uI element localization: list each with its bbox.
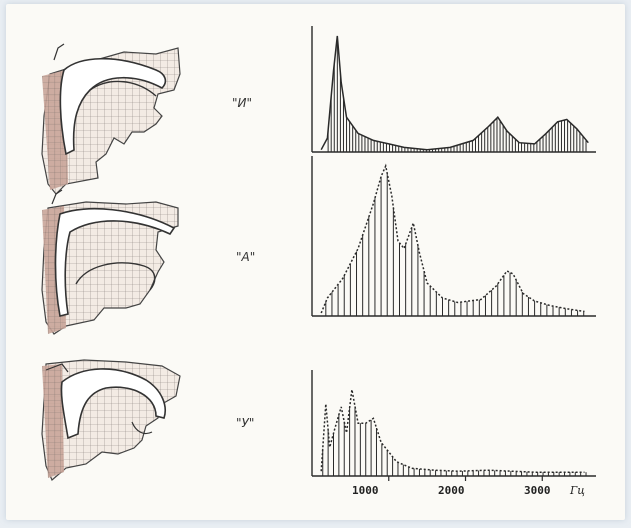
spectral-envelope [320,163,585,314]
vocal-tract-u-diagram [41,359,181,481]
spectrum-u-graph [311,370,596,477]
sound-label-i: "И" [232,96,253,110]
axis-tick-label-1000: 1000 [352,484,379,497]
spectral-envelope [320,35,589,151]
spectrum-a-graph [311,156,596,317]
axis-unit-label: Гц [570,484,585,497]
spectral-envelope [320,389,585,473]
figure-card: "И" "А" "У" 1000 2000 3000 Гц [6,4,625,520]
frequency-axis-ticks [388,476,543,481]
sound-label-a: "А" [236,250,256,264]
sound-label-u: "У" [236,416,255,430]
vocal-tract-a-diagram [41,189,179,335]
spectrum-i-graph [311,26,596,153]
vocal-tract-i-diagram [41,43,181,195]
axis-tick-label-3000: 3000 [524,484,551,497]
figure-canvas [41,26,596,481]
axis-tick-label-2000: 2000 [438,484,465,497]
